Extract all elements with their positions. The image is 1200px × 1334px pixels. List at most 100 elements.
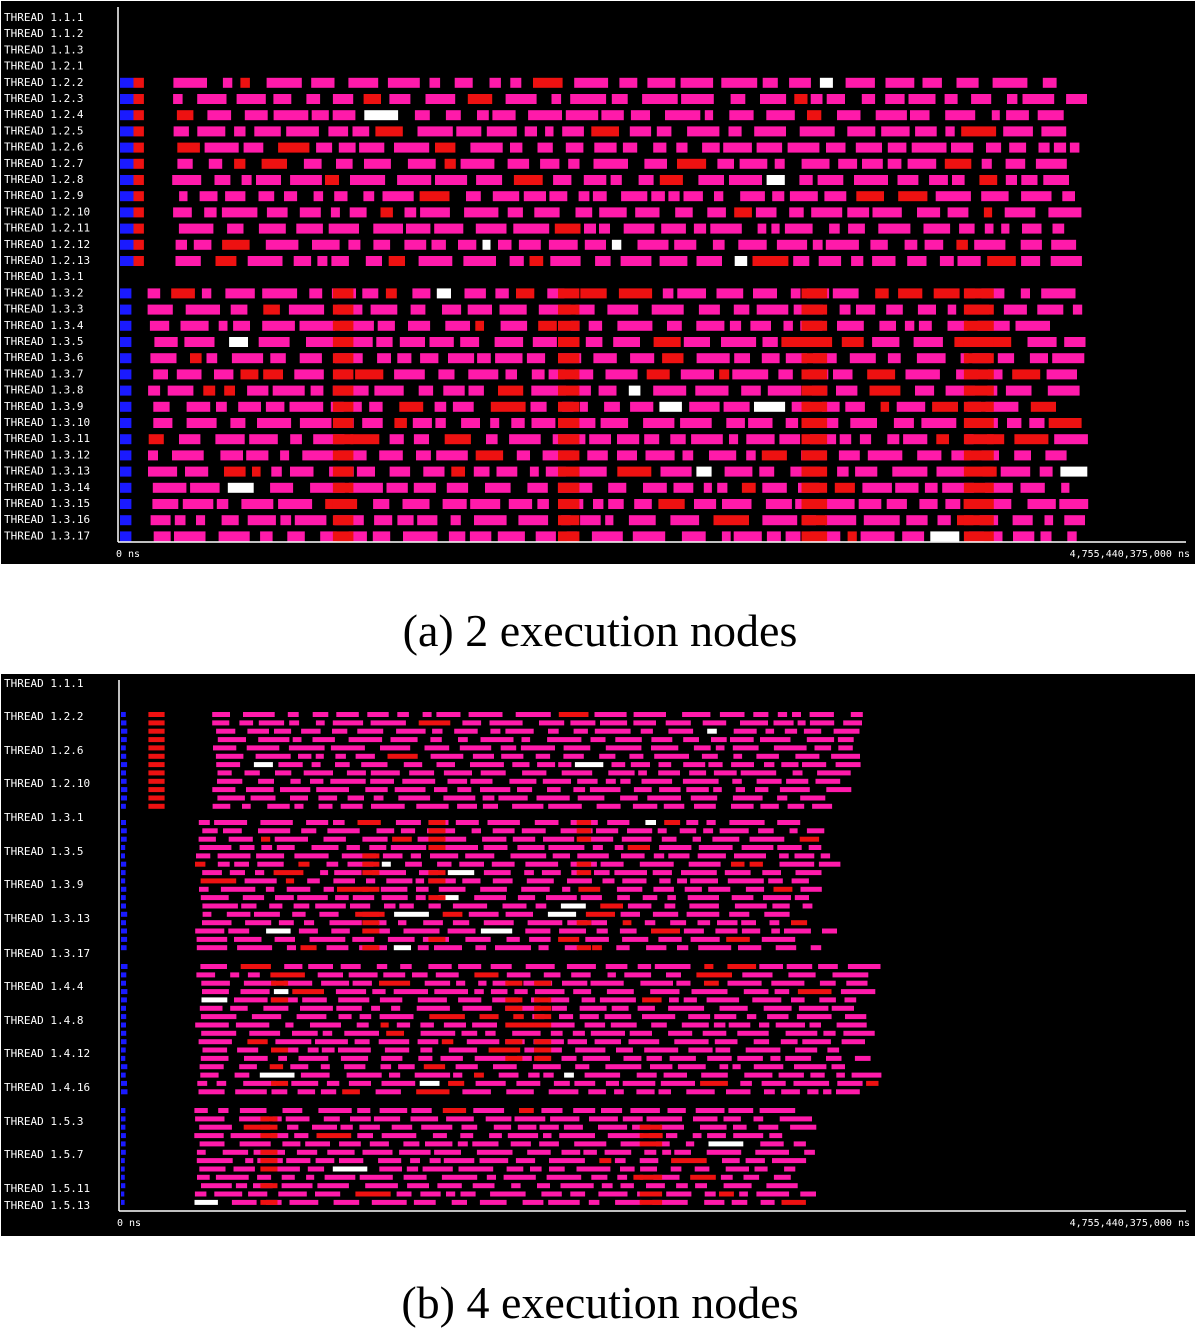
task-bar — [794, 895, 809, 901]
task-bar — [750, 320, 771, 331]
task-bar — [1061, 482, 1070, 493]
task-bar — [507, 1133, 539, 1139]
task-bar — [1052, 223, 1065, 234]
task-bar — [740, 770, 777, 776]
task-bar — [756, 142, 783, 153]
task-bar — [511, 1183, 521, 1189]
task-bar — [237, 945, 273, 951]
task-bar — [446, 1116, 474, 1122]
task-bar — [850, 712, 863, 717]
task-bar — [809, 720, 835, 726]
task-bar — [1027, 499, 1056, 509]
thread-label: THREAD 1.3.13 — [4, 465, 90, 478]
task-bar — [196, 1149, 206, 1155]
task-bar — [681, 1022, 709, 1028]
task-bar — [656, 126, 672, 137]
task-bar — [548, 1089, 579, 1095]
startup-bar — [148, 787, 165, 793]
task-bar — [588, 1199, 600, 1205]
thread-label: THREAD 1.5.7 — [4, 1148, 83, 1161]
task-bar — [741, 482, 756, 493]
thread-label: THREAD 1.3.1 — [4, 811, 83, 824]
task-bar — [785, 1030, 818, 1036]
task-bar — [454, 77, 473, 88]
task-bar — [247, 256, 283, 266]
task-bar — [788, 972, 816, 978]
task-bar — [247, 972, 260, 978]
task-bar — [432, 728, 443, 734]
task-bar — [706, 1149, 742, 1155]
task-bar — [872, 337, 900, 347]
task-bar — [622, 142, 638, 153]
task-bar — [781, 762, 799, 768]
task-bar — [475, 223, 507, 234]
task-bar — [340, 337, 373, 347]
task-bar — [714, 1039, 738, 1045]
column-red-bar — [558, 320, 580, 331]
task-bar — [270, 1133, 289, 1139]
startup-bar — [148, 753, 165, 759]
thread-label: THREAD 1.3.10 — [4, 416, 90, 429]
task-bar — [753, 1064, 784, 1070]
init-bar — [120, 369, 132, 380]
task-bar — [270, 482, 294, 493]
task-bar — [313, 191, 324, 202]
column-red-bar — [534, 1022, 552, 1028]
task-bar — [478, 980, 487, 986]
task-bar — [601, 1108, 623, 1113]
task-bar — [230, 1133, 262, 1139]
task-bar — [317, 256, 328, 266]
task-bar — [369, 845, 387, 850]
task-bar — [785, 531, 801, 542]
task-bar — [653, 886, 674, 892]
column-red-bar — [362, 853, 380, 859]
task-bar — [622, 878, 647, 884]
task-bar — [713, 770, 737, 776]
task-bar — [290, 795, 308, 801]
task-bar — [752, 256, 789, 266]
task-bar — [312, 712, 329, 717]
task-bar — [945, 499, 961, 509]
task-bar — [674, 239, 697, 250]
task-bar — [451, 1199, 467, 1205]
task-bar — [382, 191, 414, 202]
column-red-bar — [639, 1141, 663, 1147]
task-bar — [239, 845, 255, 850]
task-bar — [734, 853, 766, 859]
task-bar — [1037, 304, 1064, 315]
column-red-bar — [534, 980, 552, 986]
task-bar — [708, 1141, 744, 1147]
task-bar — [255, 753, 291, 759]
task-bar — [715, 745, 725, 751]
init-bar — [121, 980, 126, 986]
task-bar — [374, 515, 393, 526]
task-bar — [218, 320, 228, 331]
task-bar — [386, 482, 408, 493]
task-bar — [638, 175, 654, 185]
task-bar — [775, 945, 797, 951]
task-bar — [275, 770, 292, 776]
task-bar — [594, 1039, 621, 1045]
column-red-bar — [362, 928, 380, 934]
task-bar — [489, 720, 523, 726]
task-bar — [313, 434, 345, 445]
task-bar — [729, 820, 765, 825]
task-bar — [391, 1124, 413, 1130]
task-bar — [785, 1055, 812, 1061]
task-bar — [285, 878, 295, 884]
init-bar — [120, 239, 134, 250]
task-bar — [793, 256, 810, 266]
task-bar — [413, 1199, 436, 1205]
task-bar — [591, 531, 623, 542]
task-bar — [444, 434, 471, 445]
task-bar — [532, 1064, 561, 1070]
task-bar — [761, 450, 787, 461]
task-bar — [985, 401, 1019, 412]
task-bar — [766, 175, 785, 185]
column-red-bar — [558, 466, 580, 477]
task-bar — [771, 223, 780, 234]
task-bar — [617, 466, 652, 477]
thread-label: THREAD 1.4.16 — [4, 1081, 90, 1094]
task-bar — [658, 1089, 671, 1095]
task-bar — [688, 1014, 711, 1020]
